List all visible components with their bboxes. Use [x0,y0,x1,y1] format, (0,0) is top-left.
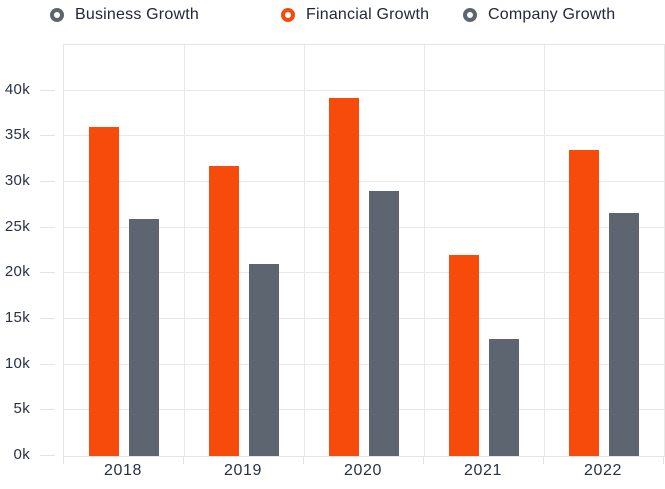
y-axis-tick [40,226,55,228]
legend-item-financial-growth[interactable]: Financial Growth [281,6,429,24]
y-axis-tick [40,135,55,137]
x-axis-tick [303,456,304,464]
bar-group-2022 [544,45,664,456]
bar-financial-growth-2018[interactable] [89,127,119,456]
gridline-horizontal [64,409,665,411]
legend-ring-icon [50,8,64,22]
y-axis-label: 35k [4,126,30,144]
x-axis-label: 2018 [104,462,142,479]
legend-label: Company Growth [488,6,616,23]
bar-company-growth-2019[interactable] [249,264,279,456]
gridline-vertical [304,45,305,456]
y-axis-tick [40,181,55,182]
legend-ring-icon [281,8,295,22]
bar-group-2019 [184,45,304,456]
y-axis-tick [40,363,55,365]
x-axis-label: 2021 [464,462,502,479]
y-axis-tick [40,272,55,274]
bar-financial-growth-2022[interactable] [569,150,599,456]
y-axis-label: 0k [13,446,30,463]
x-axis-tick [663,456,664,464]
bar-company-growth-2021[interactable] [489,339,519,456]
gridline-horizontal [64,181,665,182]
x-axis-label: 2022 [584,462,622,479]
y-axis-label: 15k [4,309,30,326]
y-axis-tick [40,89,55,91]
y-axis-tick [40,455,55,456]
bar-group-2020 [304,45,424,456]
gridline-vertical [184,45,185,456]
y-axis-tick [40,318,55,319]
bar-group-2018 [64,45,184,456]
x-axis-tick [63,456,64,464]
x-axis-label: 2019 [224,462,262,479]
gridline-horizontal [64,226,665,228]
legend-ring-icon [463,8,477,22]
gridline-vertical [424,45,425,456]
bar-chart-plot-area [63,44,665,457]
legend-item-business-growth[interactable]: Business Growth [50,6,199,24]
gridline-horizontal [64,363,665,365]
bar-company-growth-2020[interactable] [369,191,399,456]
bar-company-growth-2018[interactable] [129,218,159,456]
y-axis-label: 25k [4,217,30,235]
x-axis-tick [423,456,424,464]
bar-financial-growth-2019[interactable] [209,165,239,456]
y-axis-label: 40k [4,80,30,98]
bar-financial-growth-2020[interactable] [329,97,359,456]
gridline-vertical [544,45,545,456]
gridline-horizontal [64,135,665,137]
bar-group-2021 [424,45,544,456]
gridline-horizontal [64,272,665,274]
legend-item-company-growth[interactable]: Company Growth [463,6,615,24]
gridline-horizontal [64,89,665,91]
y-axis-tick [40,409,55,411]
y-axis-label: 10k [4,354,30,372]
y-axis-label: 20k [4,263,30,281]
legend-label: Business Growth [75,6,199,23]
y-axis-label: 30k [4,172,30,189]
bar-company-growth-2022[interactable] [609,213,639,456]
legend-label: Financial Growth [306,6,430,23]
x-axis-tick [183,456,184,464]
y-axis-label: 5k [13,400,30,418]
bar-financial-growth-2021[interactable] [449,255,479,456]
x-axis-label: 2020 [344,462,382,479]
x-axis-tick [543,456,544,464]
gridline-horizontal [64,318,665,319]
